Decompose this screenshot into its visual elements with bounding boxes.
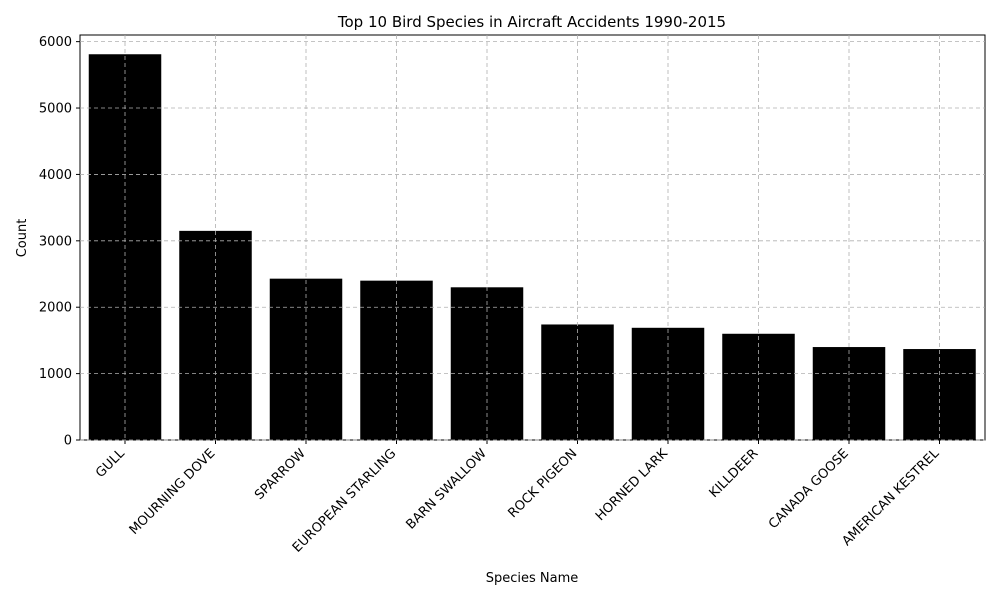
plot-frame [79, 34, 986, 441]
bar [179, 230, 252, 440]
x-tick-label: BARN SWALLOW [403, 446, 489, 532]
x-tick-label: CANADA GOOSE [766, 446, 852, 532]
y-axis-label: Count [15, 219, 30, 258]
x-tick-label: KILLDEER [707, 446, 762, 501]
y-tick-label: 2000 [39, 301, 72, 316]
bars [88, 54, 976, 441]
x-axis-label: Species Name [486, 571, 579, 586]
y-tick-label: 0 [64, 434, 72, 449]
y-tick-label: 5000 [39, 102, 72, 117]
x-tick-label: AMERICAN KESTREL [839, 446, 942, 549]
y-tick-label: 3000 [39, 234, 72, 249]
chart-title: Top 10 Bird Species in Aircraft Accident… [337, 13, 726, 31]
y-tick-label: 1000 [39, 367, 72, 382]
y-tick-label: 4000 [39, 168, 72, 183]
x-tick-label: ROCK PIGEON [505, 446, 580, 521]
x-gridlines [124, 35, 940, 440]
x-tick-label: MOURNING DOVE [127, 446, 219, 538]
y-gridlines [80, 41, 985, 441]
x-tick-label: SPARROW [252, 446, 309, 503]
x-tick-label: HORNED LARK [593, 446, 671, 524]
x-tick-label: EUROPEAN STARLING [290, 446, 399, 555]
x-tick-label: GULL [93, 446, 128, 481]
y-tick-label: 6000 [39, 35, 72, 50]
y-axis-ticks: 0 1000 2000 3000 4000 5000 6000 [39, 35, 80, 449]
